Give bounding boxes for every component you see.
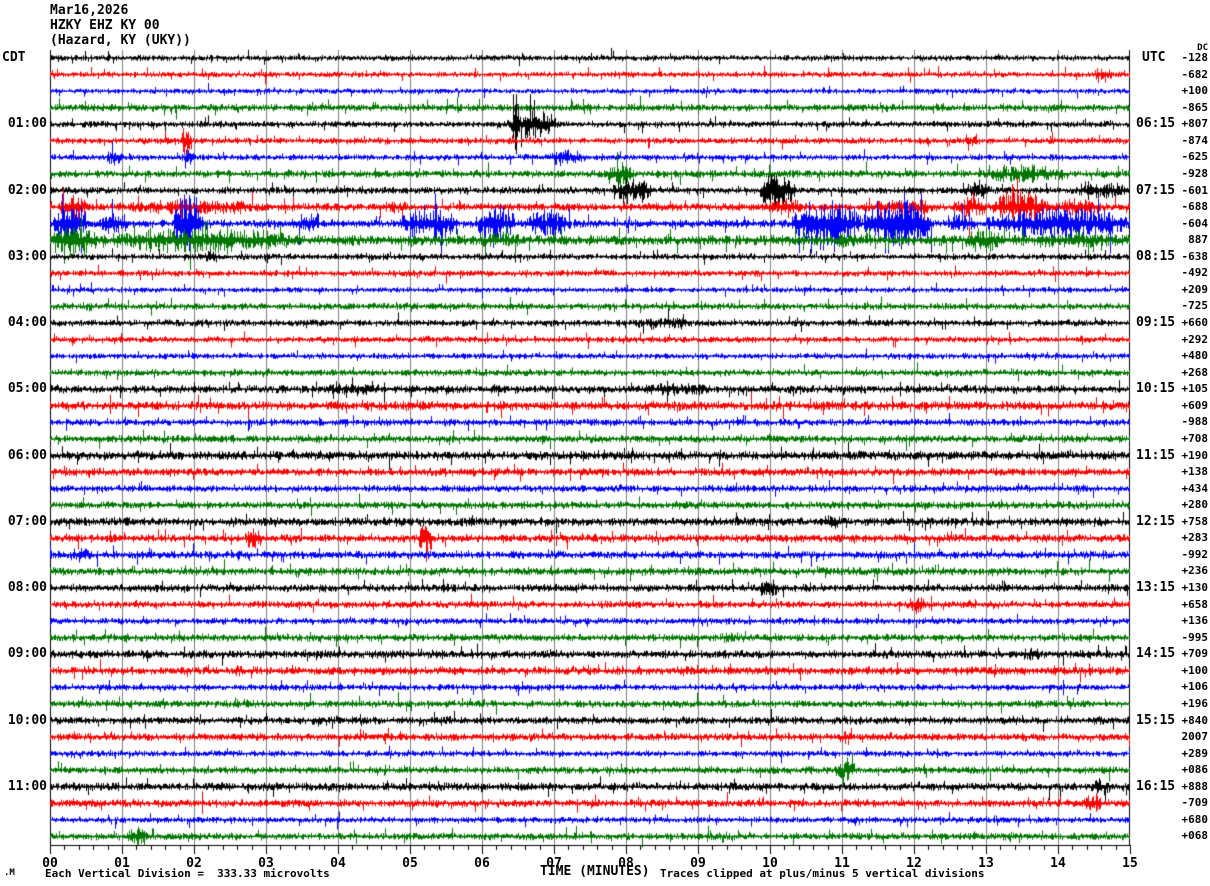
minute-tick-label: 03	[258, 856, 274, 871]
minute-tick-label: 11	[834, 856, 850, 871]
dc-value: -688	[1181, 200, 1209, 214]
dc-value: -928	[1181, 166, 1209, 180]
x-axis-title: TIME (MINUTES)	[540, 864, 650, 879]
dc-value: +480	[1181, 349, 1209, 363]
cdt-tick-label: 04:00	[7, 315, 47, 330]
utc-tick-label: 11:15	[1136, 447, 1176, 463]
minute-tick-label: 02	[186, 856, 202, 871]
dc-value: -625	[1181, 150, 1209, 164]
dc-value: +658	[1181, 597, 1209, 611]
cdt-tick-label: 03:00	[7, 248, 47, 264]
cdt-tick-label: 11:00	[7, 778, 47, 794]
dc-value: +130	[1181, 581, 1209, 594]
dc-value: -709	[1181, 796, 1209, 810]
utc-tick-label: 08:15	[1136, 248, 1176, 264]
corner-mark: .M	[4, 868, 15, 878]
dc-value: +807	[1181, 117, 1209, 131]
cdt-tick-label: 09:00	[7, 646, 47, 662]
right-axis-title: UTC	[1142, 50, 1166, 65]
title-date: Mar16,2026	[50, 3, 129, 18]
dc-value: +105	[1181, 382, 1209, 396]
utc-tick-label: 15:15	[1136, 712, 1176, 728]
dc-column-header: DC	[1197, 43, 1208, 53]
utc-tick-label: 09:15	[1136, 315, 1176, 330]
minute-tick-label: 04	[330, 856, 346, 871]
dc-value: +660	[1181, 316, 1209, 329]
cdt-tick-label: 06:00	[7, 447, 47, 463]
utc-tick-label: 16:15	[1136, 778, 1176, 794]
dc-value: -992	[1181, 547, 1209, 561]
title-location: (Hazard, KY (UKY))	[50, 33, 191, 48]
dc-value: +100	[1181, 663, 1209, 677]
dc-value: +138	[1181, 465, 1209, 479]
clip-note: Traces clipped at plus/minus 5 vertical …	[660, 867, 985, 880]
dc-value: +086	[1181, 763, 1209, 777]
dc-value: +289	[1181, 746, 1209, 760]
dc-value: +609	[1181, 398, 1209, 412]
utc-tick-label: 06:15	[1136, 116, 1176, 132]
dc-value: -128	[1181, 51, 1209, 64]
minute-tick-label: 00	[42, 856, 58, 871]
dc-value: +434	[1181, 481, 1209, 495]
cdt-tick-label: 02:00	[7, 182, 47, 198]
dc-value: +709	[1181, 647, 1209, 661]
minute-tick-label: 12	[906, 856, 922, 871]
dc-value: -682	[1181, 67, 1209, 81]
utc-tick-label: 07:15	[1136, 182, 1176, 198]
dc-value: -995	[1181, 630, 1209, 644]
dc-value: -865	[1181, 100, 1209, 114]
dc-value: +236	[1181, 564, 1209, 578]
dc-value: +136	[1181, 614, 1209, 628]
title-station: HZKY EHZ KY 00	[50, 18, 160, 33]
dc-value: +708	[1181, 431, 1209, 445]
minute-tick-label: 05	[402, 856, 418, 871]
minute-tick-label: 08	[618, 856, 634, 871]
dc-value: +758	[1181, 514, 1209, 528]
dc-value: -604	[1181, 216, 1209, 230]
utc-tick-label: 14:15	[1136, 646, 1176, 662]
dc-value: -988	[1181, 415, 1209, 429]
cdt-tick-label: 08:00	[7, 580, 47, 595]
minute-tick-label: 06	[474, 856, 490, 871]
minute-tick-label: 13	[978, 856, 994, 871]
cdt-tick-label: 05:00	[7, 381, 47, 397]
dc-value: +268	[1181, 365, 1209, 379]
utc-tick-label: 13:15	[1136, 580, 1176, 595]
cdt-tick-label: 01:00	[7, 116, 47, 132]
dc-value: +209	[1181, 282, 1209, 296]
dc-value: +190	[1181, 448, 1209, 462]
minute-tick-label: 09	[690, 856, 706, 871]
dc-value: -874	[1181, 133, 1209, 147]
dc-value: +068	[1181, 829, 1209, 843]
dc-value: +680	[1181, 812, 1209, 826]
minute-tick-label: 07	[546, 856, 562, 871]
left-axis-title: CDT	[2, 50, 26, 65]
dc-value: +106	[1181, 680, 1209, 694]
minute-tick-label: 01	[114, 856, 130, 871]
dc-value: +196	[1181, 696, 1209, 710]
dc-value: +280	[1181, 498, 1209, 512]
dc-value: -638	[1181, 249, 1209, 263]
minute-tick-label: 10	[762, 856, 778, 871]
cdt-tick-label: 10:00	[7, 712, 47, 728]
utc-tick-label: 12:15	[1136, 513, 1176, 529]
minute-tick-label: 14	[1050, 856, 1066, 871]
dc-value: +888	[1181, 779, 1209, 793]
title-block: Mar16,2026 HZKY EHZ KY 00 (Hazard, KY (U…	[50, 3, 191, 48]
dc-value: +283	[1181, 531, 1209, 545]
cdt-tick-label: 07:00	[7, 513, 47, 529]
minute-tick-label: 15	[1122, 856, 1138, 871]
dc-value: 2007	[1181, 730, 1209, 744]
dc-value: +292	[1181, 332, 1209, 346]
dc-value: 887	[1188, 233, 1208, 247]
dc-value: -601	[1181, 183, 1209, 197]
dc-value: +100	[1181, 84, 1209, 98]
dc-value: -725	[1181, 299, 1209, 313]
scale-note: Each Vertical Division = 333.33 microvol…	[45, 867, 330, 880]
utc-tick-label: 10:15	[1136, 381, 1176, 397]
dc-value: +840	[1181, 713, 1209, 727]
dc-value: -492	[1181, 266, 1209, 280]
